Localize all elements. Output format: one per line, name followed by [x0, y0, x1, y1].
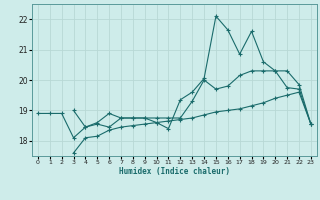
X-axis label: Humidex (Indice chaleur): Humidex (Indice chaleur)	[119, 167, 230, 176]
